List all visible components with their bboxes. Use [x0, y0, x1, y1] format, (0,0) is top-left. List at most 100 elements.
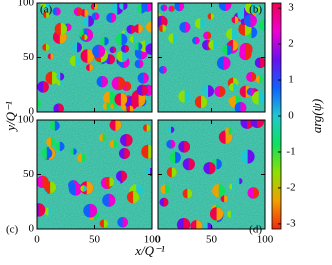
y-tick-label: 100 [18, 0, 35, 9]
phase-blob [244, 14, 257, 28]
phase-blob [137, 72, 149, 84]
phase-blob [47, 53, 54, 60]
phase-blob [118, 147, 130, 159]
blob-part [183, 218, 191, 229]
blob-part [162, 24, 167, 33]
panel [37, 3, 152, 112]
blob-part [210, 13, 215, 20]
phase-blob [92, 44, 106, 58]
blob-part [219, 85, 226, 98]
colorbar-tick-label: -3 [286, 217, 296, 229]
blob-part [48, 207, 53, 216]
blob-part [60, 22, 68, 36]
blob-part [81, 153, 87, 163]
phase-blob [239, 47, 252, 61]
blob-part [124, 29, 128, 37]
phase-blob [202, 85, 214, 98]
blob-part [223, 56, 231, 70]
phase-blob [117, 216, 128, 228]
blob-part [60, 72, 65, 81]
phase-blob [72, 42, 83, 53]
phase-blob [142, 124, 151, 132]
blob-part [195, 36, 200, 45]
phase-blob [246, 87, 255, 96]
blob-part [146, 21, 152, 33]
phase-blob [190, 220, 203, 229]
blob-part [163, 197, 169, 207]
phase-blob [258, 19, 265, 31]
phase-blob [227, 210, 235, 218]
phase-blob [42, 43, 50, 51]
blob-part [83, 185, 87, 192]
blob-part [46, 11, 50, 19]
blob-part [184, 90, 191, 103]
blob-part [188, 158, 195, 171]
phase-blob [212, 184, 226, 198]
phase-blob [254, 57, 265, 69]
blob-part [228, 127, 233, 135]
blob-part [45, 43, 50, 51]
blob-part [218, 184, 226, 198]
phase-blob [68, 182, 82, 196]
blob-part [98, 44, 106, 58]
phase-blob [103, 91, 117, 105]
blob-part [162, 65, 167, 74]
phase-blob [40, 3, 52, 9]
phase-blob [256, 5, 264, 13]
phase-blob [54, 22, 68, 36]
phase-blob [176, 218, 191, 229]
phase-blob [120, 44, 129, 53]
y-tick-label: 50 [23, 168, 35, 180]
phase-blob [220, 195, 228, 203]
x-tick-label: 50 [89, 234, 101, 246]
blob-part [115, 120, 122, 131]
blob-part [187, 188, 193, 199]
blob-part [245, 47, 252, 61]
phase-blob [141, 144, 152, 159]
blob-part [86, 181, 94, 195]
blob-part [251, 26, 258, 39]
phase-blob [98, 133, 107, 142]
blob-part [207, 31, 212, 40]
panel-label: (a) [40, 4, 53, 16]
phase-blob [70, 148, 77, 155]
y-tick-label: 50 [23, 51, 35, 63]
phase-blob [77, 153, 87, 163]
blob-part [77, 42, 83, 53]
blob-part [129, 105, 134, 112]
blob-part [213, 39, 219, 50]
panel-label: (b) [249, 4, 262, 16]
blob-part [113, 140, 118, 149]
blob-part [50, 53, 54, 60]
blob-part [122, 216, 128, 228]
phase-blob [119, 3, 128, 11]
phase-blob [209, 207, 224, 221]
blob-part [84, 9, 89, 17]
x-tick-label: 100 [144, 234, 161, 246]
panel [37, 120, 152, 229]
panel [158, 120, 265, 229]
blob-part [208, 85, 214, 98]
blob-part [165, 184, 170, 194]
blob-part [111, 12, 117, 23]
phase-blob [168, 33, 179, 44]
phase-blob [96, 76, 108, 88]
phase-blob [246, 71, 257, 82]
phase-blob [145, 43, 152, 55]
phase-blob [54, 141, 65, 152]
phase-blob [225, 127, 233, 135]
phase-blob [234, 102, 247, 112]
phase-blob [226, 28, 238, 40]
phase-blob [102, 193, 116, 207]
blob-part [78, 7, 83, 17]
blob-part [102, 133, 107, 142]
phase-blob [141, 3, 152, 12]
blob-part [84, 34, 88, 41]
phase-blob [207, 13, 215, 20]
blob-part [124, 147, 130, 159]
blob-part [232, 183, 236, 190]
blob-part [138, 42, 143, 51]
phase-blob [80, 9, 89, 17]
blob-part [224, 195, 228, 203]
phase-blob [44, 181, 57, 194]
